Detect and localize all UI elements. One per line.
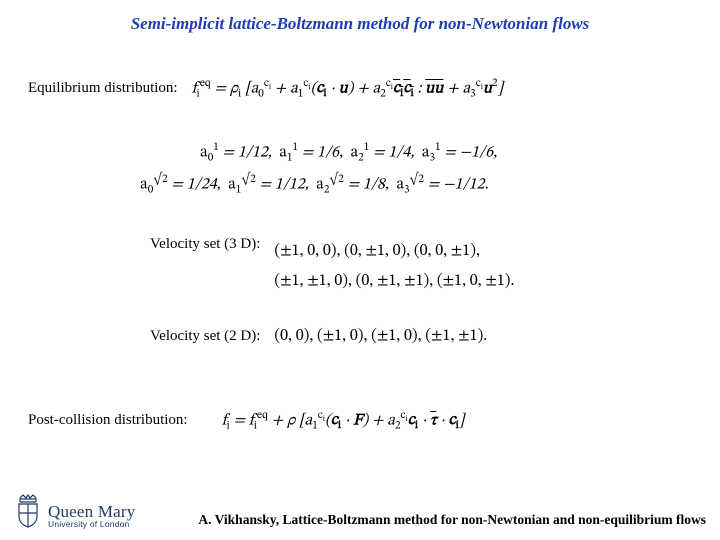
logo: Queen Mary University of London xyxy=(14,494,135,528)
post-collision-formula: fi = fieq + ρ [a1ci(ci · F) + a2cici · τ… xyxy=(222,408,465,434)
post-collision-row: Post-collision distribution: fi = fieq +… xyxy=(28,408,464,434)
vel2d-set: (0, 0), (±1, 0), (±1, 0), (±1, ±1). xyxy=(274,326,487,346)
vel3d-line1: (±1, 0, 0), (0, ±1, 0), (0, 0, ±1), xyxy=(274,243,479,259)
eq-dist-row: Equilibrium distribution: fieq = ρi [a0c… xyxy=(28,76,503,102)
coeff-a1-values: a01 = 1/12, a11 = 1/6, a21 = 1/4, a31 = … xyxy=(200,140,497,166)
coeff-sqrt2-values: a0√2 = 1/24, a1√2 = 1/12, a2√2 = 1/8, a3… xyxy=(140,172,488,198)
footer: Queen Mary University of London A. Vikha… xyxy=(0,494,720,528)
vel3d-label: Velocity set (3 D): xyxy=(150,236,260,253)
coefficients-line1: a01 = 1/12, a11 = 1/6, a21 = 1/4, a31 = … xyxy=(200,140,497,166)
page-title: Semi-implicit lattice-Boltzmann method f… xyxy=(0,0,720,34)
logo-main-text: Queen Mary xyxy=(48,503,135,520)
logo-sub-text: University of London xyxy=(48,520,135,529)
vel2d-row: Velocity set (2 D): (0, 0), (±1, 0), (±1… xyxy=(150,326,487,346)
vel2d-label: Velocity set (2 D): xyxy=(150,328,260,345)
crown-shield-icon xyxy=(14,494,42,528)
post-collision-label: Post-collision distribution: xyxy=(28,412,188,429)
footer-attribution: A. Vikhansky, Lattice-Boltzmann method f… xyxy=(198,512,706,528)
vel3d-row: Velocity set (3 D): (±1, 0, 0), (0, ±1, … xyxy=(150,236,514,297)
vel3d-line2: (±1, ±1, 0), (0, ±1, ±1), (±1, 0, ±1). xyxy=(274,273,514,289)
vel3d-set: (±1, 0, 0), (0, ±1, 0), (0, 0, ±1), (±1,… xyxy=(274,236,514,297)
eq-dist-label: Equilibrium distribution: xyxy=(28,80,178,97)
coefficients-line2: a0√2 = 1/24, a1√2 = 1/12, a2√2 = 1/8, a3… xyxy=(140,172,488,198)
eq-dist-formula: fieq = ρi [a0ci + a1ci(ci · u) + a2cicic… xyxy=(192,76,504,102)
